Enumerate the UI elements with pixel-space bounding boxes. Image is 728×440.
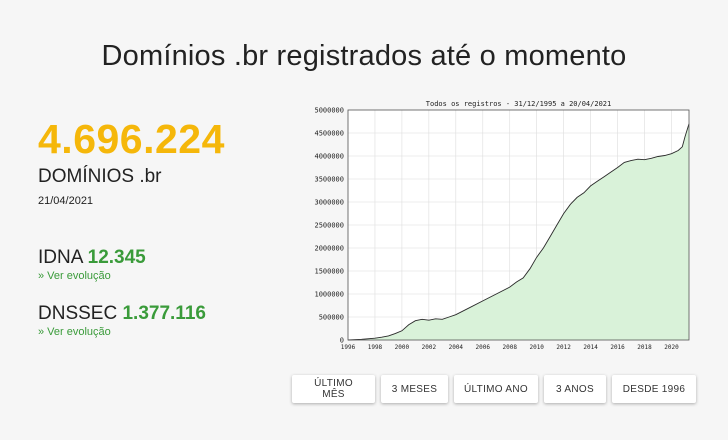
x-tick-label: 2008 — [503, 344, 518, 351]
three-months-button[interactable]: 3 MESES — [381, 375, 448, 403]
count-date: 21/04/2021 — [38, 195, 94, 207]
total-domains-count: 4.696.224 — [38, 116, 225, 162]
y-tick-label: 0 — [340, 337, 344, 345]
y-tick-label: 3500000 — [314, 176, 344, 184]
x-tick-label: 2012 — [556, 344, 571, 351]
since-1996-button[interactable]: DESDE 1996 — [612, 375, 696, 403]
x-tick-label: 1996 — [341, 344, 356, 351]
dnssec-value: 1.377.116 — [122, 303, 206, 324]
range-button-group: ÚLTIMO MÊS 3 MESES ÚLTIMO ANO 3 ANOS DES… — [292, 375, 696, 403]
x-tick-label: 2018 — [637, 344, 652, 351]
last-year-button[interactable]: ÚLTIMO ANO — [454, 375, 538, 403]
y-tick-label: 1500000 — [314, 268, 344, 276]
last-month-button[interactable]: ÚLTIMO MÊS — [292, 375, 375, 403]
x-tick-label: 2020 — [664, 344, 679, 351]
y-tick-label: 4000000 — [314, 153, 344, 161]
x-tick-label: 1998 — [368, 344, 383, 351]
x-tick-label: 2004 — [449, 344, 464, 351]
dnssec-label: DNSSEC — [38, 303, 118, 324]
idna-metric: IDNA 12.345 — [38, 247, 146, 269]
y-tick-label: 2500000 — [314, 222, 344, 230]
x-tick-label: 2014 — [583, 344, 598, 351]
page-title: Domínios .br registrados até o momento — [101, 40, 627, 72]
series-area — [348, 123, 689, 340]
idna-label: IDNA — [38, 247, 83, 268]
idna-evolution-link[interactable]: » Ver evolução — [38, 270, 111, 282]
x-tick-label: 2002 — [422, 344, 437, 351]
x-tick-label: 2016 — [610, 344, 625, 351]
dnssec-evolution-link[interactable]: » Ver evolução — [38, 326, 111, 338]
y-tick-label: 1000000 — [314, 291, 344, 299]
series-line — [347, 123, 690, 341]
dnssec-metric: DNSSEC 1.377.116 — [38, 303, 206, 325]
x-tick-label: 2000 — [395, 344, 410, 351]
three-years-button[interactable]: 3 ANOS — [544, 375, 606, 403]
chart-title: Todos os registros - 31/12/1995 a 20/04/… — [426, 100, 611, 108]
x-tick-label: 2010 — [529, 344, 544, 351]
plot-frame — [347, 109, 690, 341]
x-tick-label: 2006 — [476, 344, 491, 351]
idna-value: 12.345 — [87, 247, 146, 268]
y-tick-label: 500000 — [319, 314, 344, 322]
y-tick-label: 5000000 — [314, 107, 344, 115]
y-tick-label: 4500000 — [314, 130, 344, 138]
y-tick-label: 3000000 — [314, 199, 344, 207]
registrations-chart: 0 500000 1000000 1500000 2000000 2500000 30000… — [314, 100, 690, 351]
total-domains-label: DOMÍNIOS .br — [38, 166, 162, 187]
y-tick-label: 2000000 — [314, 245, 344, 253]
